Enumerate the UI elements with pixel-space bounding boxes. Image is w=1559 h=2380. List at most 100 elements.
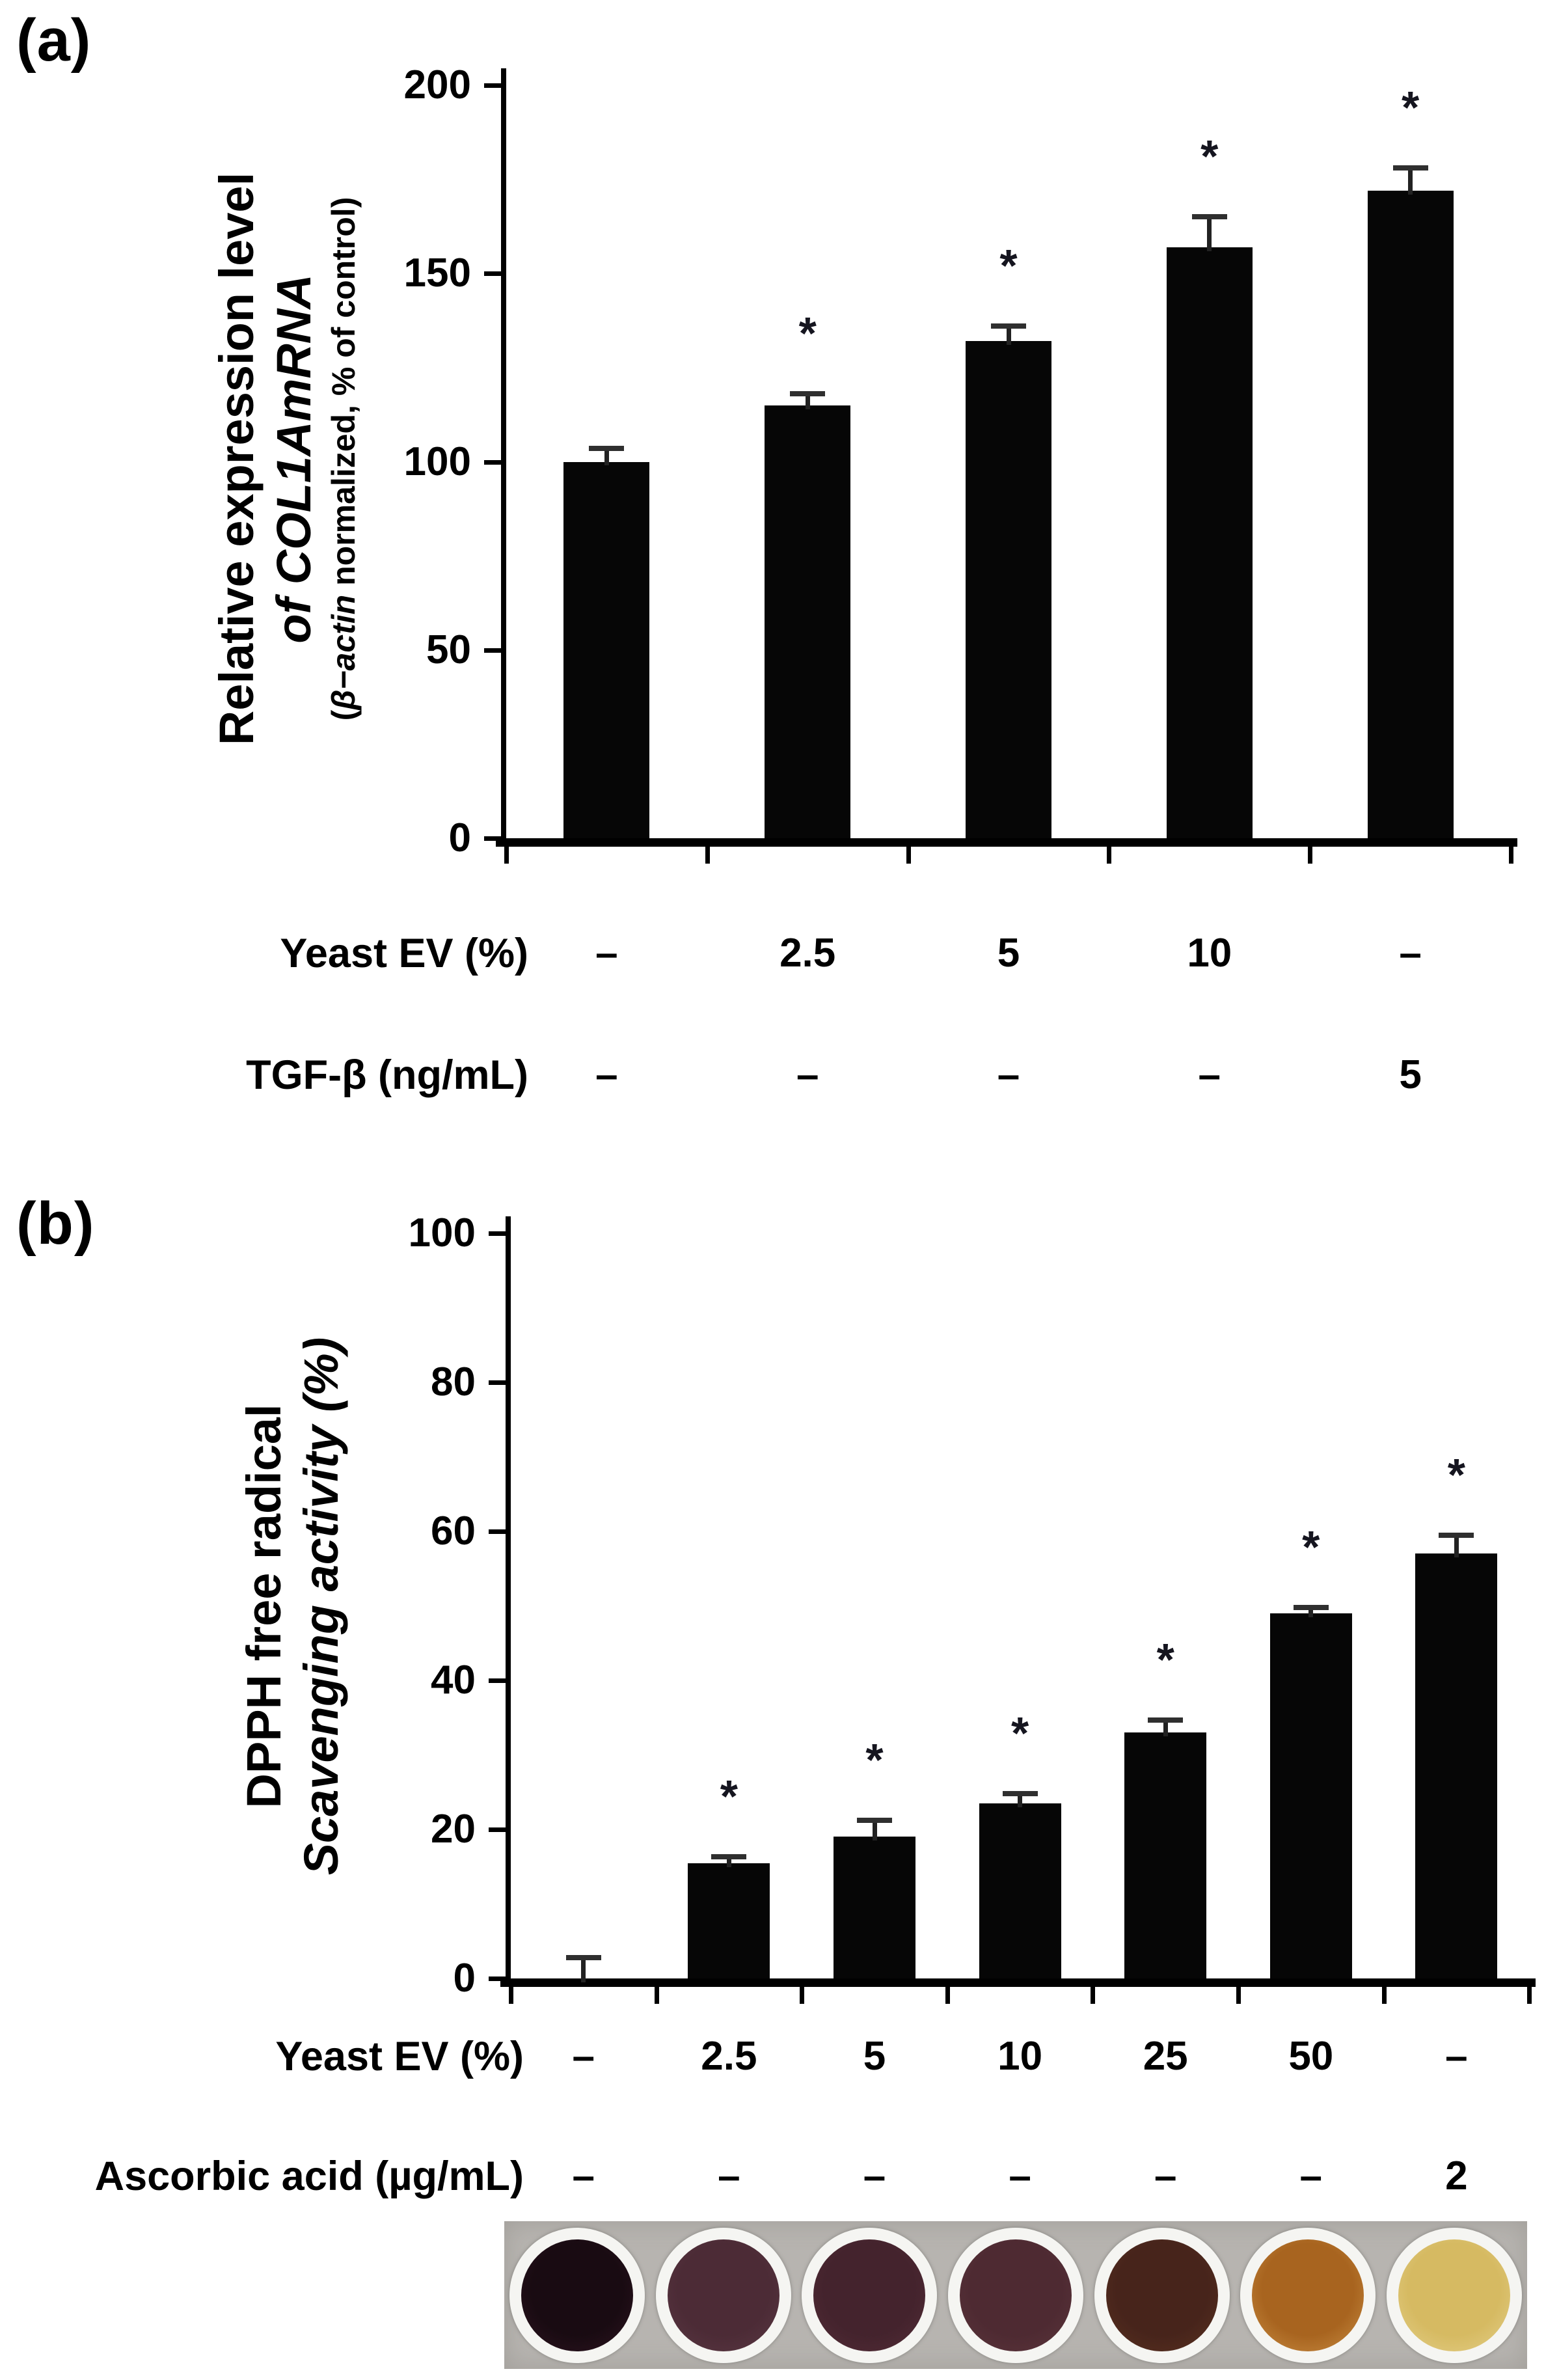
significance-asterisk-b: * [1010, 1708, 1029, 1759]
condition-value-a: – [1399, 931, 1422, 976]
condition-value-b: – [1154, 2154, 1177, 2198]
error-bar-a [805, 394, 810, 409]
panel-b-label: (b) [16, 1190, 95, 1257]
y-tick-label-a: 0 [448, 815, 471, 860]
y-tick-label-b: 80 [431, 1360, 476, 1404]
y-tick-label-b: 100 [408, 1211, 476, 1255]
error-bar-cap-a [991, 323, 1026, 329]
y-tick-label-a: 100 [403, 439, 471, 484]
error-bar-cap-a [589, 446, 625, 452]
condition-value-a: 5 [1399, 1052, 1422, 1097]
error-bar-b [1163, 1719, 1168, 1737]
well-yeastev-50 [1252, 2239, 1364, 2351]
bar-a [1166, 247, 1253, 838]
well-yeastev-5 [813, 2239, 926, 2351]
y-tick-a [484, 271, 501, 277]
condition-value-b: – [1009, 2154, 1031, 2198]
y-tick-label-b: 40 [431, 1658, 476, 1703]
error-bar-cap-b [1439, 1532, 1474, 1538]
condition-value-a: 5 [997, 931, 1020, 976]
x-tick-a [705, 847, 710, 864]
error-bar-cap-b [857, 1818, 892, 1824]
condition-value-b: – [572, 2034, 595, 2079]
x-tick-b [945, 1987, 950, 2004]
dpph-wells-photo [504, 2221, 1527, 2369]
x-tick-b [654, 1987, 659, 2004]
error-bar-cap-a [1392, 165, 1428, 171]
condition-value-b: – [863, 2154, 886, 2198]
condition-value-a: – [595, 931, 618, 976]
condition-row-label-b: Ascorbic acid (µg/mL) [94, 2154, 524, 2199]
y-tick-label-b: 60 [431, 1509, 476, 1553]
well-yeastev-25 [1105, 2239, 1218, 2351]
error-bar-cap-b [1293, 1604, 1329, 1610]
condition-row-label-a: Yeast EV (%) [280, 931, 528, 976]
bar-a [966, 341, 1051, 838]
x-tick-a [1509, 847, 1513, 864]
y-tick-label-a: 200 [403, 62, 471, 107]
error-bar-b [1308, 1607, 1314, 1617]
condition-value-b: 10 [997, 2034, 1043, 2079]
error-bar-cap-a [1191, 214, 1227, 220]
y-tick-label-b: 0 [453, 1956, 476, 2001]
y-tick-b [489, 1827, 506, 1832]
bar-a [1367, 190, 1454, 838]
bar-b [1415, 1553, 1498, 1978]
error-bar-cap-b [1148, 1717, 1184, 1723]
bar-b [834, 1837, 915, 1978]
panel-a-label: (a) [16, 7, 92, 74]
significance-asterisk-a: * [798, 308, 817, 359]
x-tick-b [1236, 1987, 1241, 2004]
bar-a [563, 461, 650, 838]
x-tick-b [800, 1987, 805, 2004]
well-control [521, 2239, 634, 2351]
y-tick-a [484, 83, 501, 88]
x-axis-line-b [500, 1978, 1536, 1987]
significance-asterisk-b: * [1302, 1521, 1320, 1572]
condition-value-b: – [572, 2154, 595, 2198]
significance-asterisk-a: * [999, 240, 1018, 292]
significance-asterisk-b: * [1447, 1449, 1466, 1500]
condition-value-b: 50 [1288, 2034, 1334, 2079]
x-tick-a [1308, 847, 1313, 864]
y-tick-b [489, 1380, 506, 1385]
condition-value-a: – [796, 1052, 819, 1097]
x-tick-b [1381, 1987, 1387, 2004]
condition-value-a: 2.5 [780, 931, 836, 976]
bar-b [1269, 1613, 1352, 1978]
condition-value-a: – [997, 1052, 1020, 1097]
condition-row-label-b: Yeast EV (%) [275, 2034, 524, 2079]
y-tick-label-a: 50 [426, 627, 471, 672]
error-bar-cap-a [790, 391, 826, 397]
error-bar-b [1018, 1794, 1023, 1807]
error-bar-b [726, 1857, 731, 1867]
y-tick-a [484, 836, 501, 841]
well-yeastev-10 [960, 2239, 1072, 2351]
panel-a: (a) Relative expression level of COL1AmR… [0, 0, 1559, 1139]
y-tick-label-b: 20 [431, 1807, 476, 1852]
significance-asterisk-b: * [720, 1771, 739, 1822]
error-bar-cap-b [565, 1954, 601, 1960]
bar-b [1124, 1732, 1207, 1978]
well-ascorbic-acid [1398, 2239, 1510, 2351]
significance-asterisk-b: * [865, 1734, 884, 1786]
condition-value-b: – [718, 2154, 740, 2198]
condition-value-a: – [1198, 1052, 1221, 1097]
condition-value-b: 2 [1445, 2154, 1468, 2198]
x-tick-b [1091, 1987, 1096, 2004]
error-bar-a [1006, 326, 1011, 346]
y-tick-b [489, 1976, 506, 1981]
y-tick-b [489, 1231, 506, 1236]
error-bar-cap-b [1002, 1791, 1038, 1797]
plot-area-a: 0 50 100 150 200 * * * * Yeast EV (%) – 2.5 5 10 – TGF-… [0, 0, 1559, 1139]
y-tick-b [489, 1529, 506, 1534]
significance-asterisk-a: * [1401, 82, 1420, 133]
condition-value-b: – [1445, 2034, 1468, 2079]
y-tick-a [484, 459, 501, 465]
x-tick-a [504, 847, 509, 864]
error-bar-a [1207, 217, 1212, 251]
bar-b [688, 1863, 770, 1978]
error-bar-b [581, 1957, 586, 1982]
